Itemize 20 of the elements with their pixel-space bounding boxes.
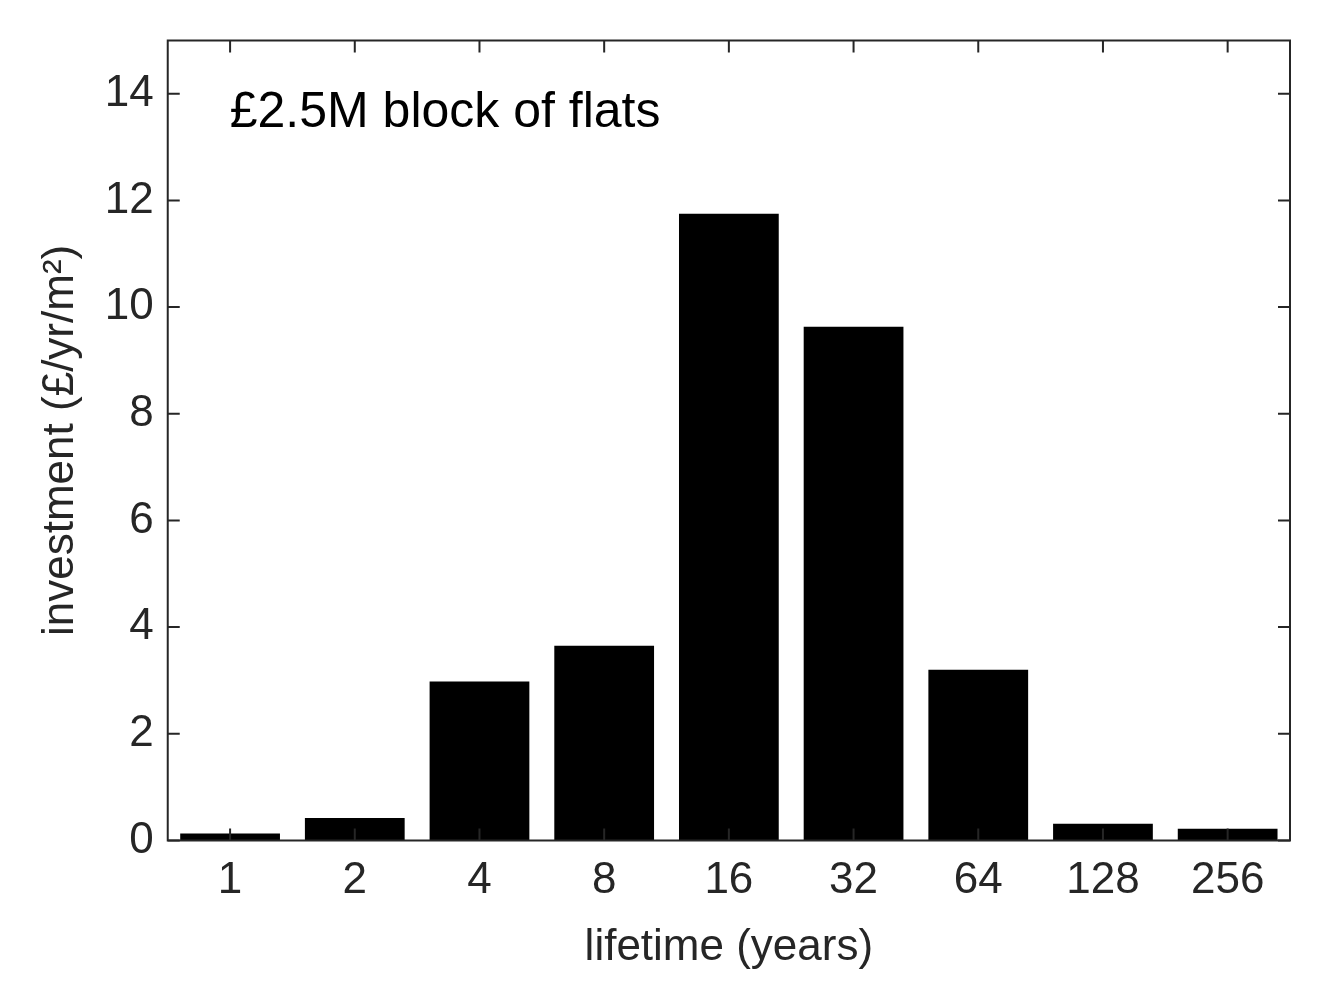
x-axis-title: lifetime (years) bbox=[584, 919, 874, 969]
x-tick-label: 128 bbox=[1066, 852, 1140, 902]
y-tick-label: 14 bbox=[104, 65, 154, 115]
y-tick-label: 10 bbox=[104, 279, 154, 329]
x-tick-label: 64 bbox=[953, 852, 1003, 902]
y-tick-label: 6 bbox=[129, 492, 154, 542]
x-tick-label: 2 bbox=[342, 852, 368, 902]
y-tick-label: 12 bbox=[104, 172, 154, 222]
x-tick-label: 1 bbox=[217, 852, 243, 902]
x-tick-label: 256 bbox=[1190, 852, 1265, 902]
y-axis-title: investment (£/yr/m²) bbox=[32, 244, 82, 636]
x-tick-label: 4 bbox=[467, 852, 492, 902]
x-tick-label: 32 bbox=[829, 852, 879, 902]
y-tick-label: 4 bbox=[129, 599, 154, 649]
y-tick-label: 8 bbox=[129, 385, 154, 435]
y-tick-label: 0 bbox=[129, 812, 154, 862]
x-tick-label: 16 bbox=[704, 852, 754, 902]
annotation: £2.5M block of flats bbox=[229, 82, 661, 139]
x-tick-label: 8 bbox=[591, 852, 617, 902]
y-tick-label: 2 bbox=[129, 705, 154, 755]
